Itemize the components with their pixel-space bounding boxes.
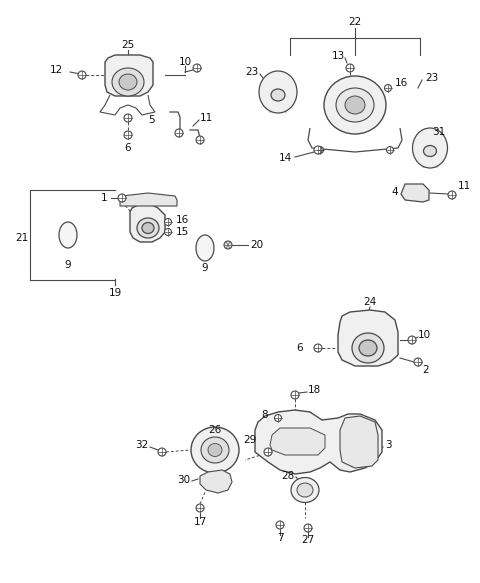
Circle shape — [165, 219, 171, 226]
Circle shape — [314, 344, 322, 352]
Text: 1: 1 — [100, 193, 107, 203]
Ellipse shape — [271, 89, 285, 101]
Polygon shape — [255, 410, 382, 474]
Circle shape — [291, 391, 299, 399]
Text: 6: 6 — [125, 143, 132, 153]
Text: 8: 8 — [262, 410, 268, 420]
Text: 20: 20 — [250, 240, 263, 250]
Text: 11: 11 — [200, 113, 213, 123]
Text: 32: 32 — [135, 440, 148, 450]
Polygon shape — [338, 310, 398, 366]
Text: 23: 23 — [245, 67, 258, 77]
Ellipse shape — [191, 427, 239, 473]
Text: 19: 19 — [108, 288, 121, 298]
Ellipse shape — [59, 222, 77, 248]
Ellipse shape — [201, 437, 229, 463]
Circle shape — [196, 136, 204, 144]
Text: 31: 31 — [432, 127, 445, 137]
Ellipse shape — [112, 68, 144, 96]
Circle shape — [448, 191, 456, 199]
Circle shape — [414, 358, 422, 366]
Text: 11: 11 — [458, 181, 471, 191]
Ellipse shape — [137, 218, 159, 238]
Text: 12: 12 — [50, 65, 63, 75]
Text: 5: 5 — [148, 115, 155, 125]
Circle shape — [264, 448, 272, 456]
Text: 10: 10 — [179, 57, 192, 67]
Circle shape — [124, 114, 132, 122]
Circle shape — [78, 71, 86, 79]
Circle shape — [276, 521, 284, 529]
Text: 3: 3 — [385, 440, 392, 450]
Text: 28: 28 — [282, 471, 295, 481]
Circle shape — [386, 146, 394, 153]
Text: 16: 16 — [176, 215, 189, 225]
Ellipse shape — [324, 76, 386, 134]
Text: 30: 30 — [177, 475, 190, 485]
Text: 13: 13 — [332, 51, 345, 61]
Text: 17: 17 — [193, 517, 206, 527]
Circle shape — [304, 524, 312, 532]
Ellipse shape — [345, 96, 365, 114]
Text: 21: 21 — [15, 233, 28, 243]
Circle shape — [193, 64, 201, 72]
Circle shape — [314, 146, 322, 154]
Text: 22: 22 — [348, 17, 361, 27]
Text: 6: 6 — [296, 343, 303, 353]
Circle shape — [196, 504, 204, 512]
Polygon shape — [120, 193, 177, 206]
Text: 7: 7 — [276, 533, 283, 543]
Text: 25: 25 — [121, 40, 134, 50]
Ellipse shape — [196, 235, 214, 261]
Text: 27: 27 — [301, 535, 314, 545]
Text: 15: 15 — [176, 227, 189, 237]
Text: 26: 26 — [208, 425, 222, 435]
Text: 24: 24 — [363, 297, 377, 307]
Text: 9: 9 — [65, 260, 72, 270]
Ellipse shape — [423, 146, 436, 156]
Circle shape — [275, 415, 281, 422]
Circle shape — [165, 229, 171, 236]
Circle shape — [316, 146, 324, 153]
Ellipse shape — [352, 333, 384, 363]
Circle shape — [384, 85, 392, 92]
Ellipse shape — [412, 128, 447, 168]
Polygon shape — [130, 205, 165, 242]
Circle shape — [175, 129, 183, 137]
Circle shape — [408, 336, 416, 344]
Ellipse shape — [208, 444, 222, 456]
Polygon shape — [270, 428, 325, 455]
Text: 4: 4 — [391, 187, 398, 197]
Ellipse shape — [297, 483, 313, 497]
Text: 2: 2 — [422, 365, 429, 375]
Ellipse shape — [259, 71, 297, 113]
Polygon shape — [200, 470, 232, 493]
Text: 23: 23 — [425, 73, 438, 83]
Text: 16: 16 — [395, 78, 408, 88]
Ellipse shape — [142, 223, 154, 234]
Text: 18: 18 — [308, 385, 321, 395]
Circle shape — [124, 131, 132, 139]
Text: 10: 10 — [418, 330, 431, 340]
Ellipse shape — [291, 477, 319, 503]
Polygon shape — [401, 184, 429, 202]
Circle shape — [158, 448, 166, 456]
Ellipse shape — [336, 88, 374, 122]
Polygon shape — [340, 416, 378, 468]
Text: 29: 29 — [243, 435, 256, 445]
Ellipse shape — [119, 74, 137, 90]
Text: 9: 9 — [202, 263, 208, 273]
Text: 14: 14 — [279, 153, 292, 163]
Circle shape — [118, 194, 126, 202]
Circle shape — [346, 64, 354, 72]
Ellipse shape — [359, 340, 377, 356]
Polygon shape — [105, 55, 153, 96]
Circle shape — [224, 241, 232, 249]
